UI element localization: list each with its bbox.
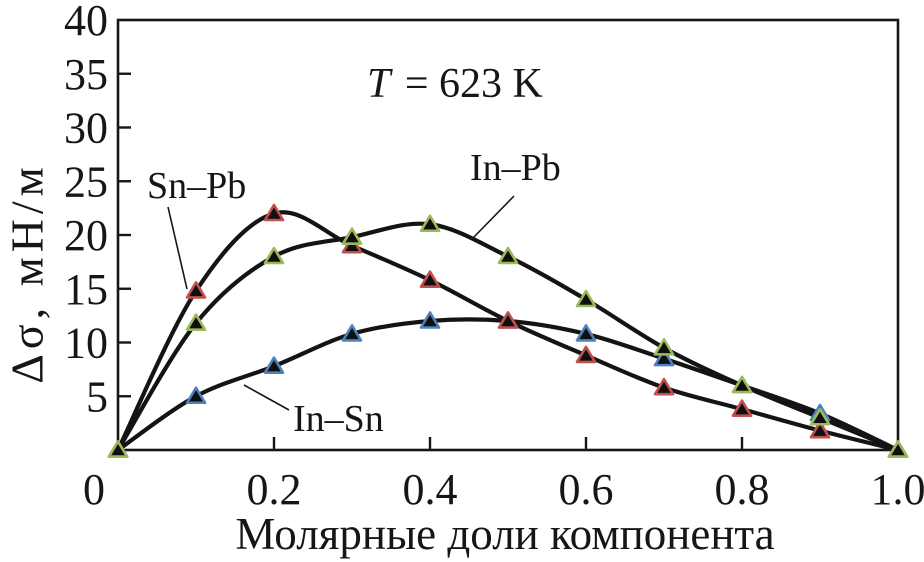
marker-sn-pb (575, 345, 597, 364)
leader-line-in-pb (472, 195, 515, 239)
leader-line-sn-pb (167, 206, 188, 290)
y-tick-label: 25 (64, 157, 108, 206)
marker-sn-pb (497, 311, 519, 329)
leader-line-in-sn (243, 384, 290, 411)
marker-in-pb (419, 214, 441, 233)
y-tick-label: 5 (86, 372, 108, 421)
marker-in-pb (887, 440, 909, 458)
series-label-sn-pb: Sn–Pb (147, 165, 246, 207)
y-tick-label: 10 (64, 319, 108, 368)
temperature-annotation: T = 623 K (367, 60, 543, 108)
marker-in-sn (575, 324, 597, 342)
marker-sn-pb (263, 203, 285, 222)
temperature-value: = 623 K (394, 61, 543, 107)
marker-in-pb (575, 289, 597, 308)
marker-sn-pb (809, 420, 831, 439)
curve-in-sn (115, 317, 901, 453)
marker-in-pb (497, 246, 519, 265)
marker-in-pb (653, 338, 675, 356)
marker-sn-pb (419, 270, 441, 288)
marker-in-pb (809, 407, 831, 426)
y-tick-label: 40 (64, 0, 108, 45)
x-tick-label: 0.8 (715, 465, 770, 514)
x-tick-label: 0.4 (403, 465, 458, 514)
series-label-in-sn: In–Sn (293, 398, 384, 440)
y-tick-label: 30 (64, 104, 108, 153)
series-label-in-pb: In–Pb (470, 147, 561, 189)
marker-in-sn (185, 386, 207, 405)
marker-sn-pb (185, 281, 207, 299)
marker-sn-pb (731, 399, 753, 417)
x-tick-label: 0.6 (559, 465, 614, 514)
y-axis-title: Δσ, мН/м (1, 162, 53, 384)
x-tick-label: 0 (83, 465, 105, 514)
temperature-symbol: T (367, 61, 391, 107)
marker-in-pb (263, 246, 285, 265)
marker-in-pb (341, 227, 363, 245)
x-tick-label: 0.2 (247, 465, 302, 514)
marker-in-pb (107, 440, 129, 458)
marker-sn-pb (653, 377, 675, 396)
marker-in-pb (731, 375, 753, 394)
x-tick-label: 1.0 (871, 465, 924, 514)
y-tick-label: 15 (64, 265, 108, 314)
marker-in-sn (263, 356, 285, 374)
y-tick-label: 20 (64, 211, 108, 260)
marker-in-pb (185, 313, 207, 331)
y-tick-label: 35 (64, 50, 108, 99)
marker-in-sn (341, 324, 363, 342)
marker-in-sn (419, 311, 441, 329)
x-axis-title: Молярные доли компонента (235, 509, 775, 559)
marker-in-sn (653, 348, 675, 367)
